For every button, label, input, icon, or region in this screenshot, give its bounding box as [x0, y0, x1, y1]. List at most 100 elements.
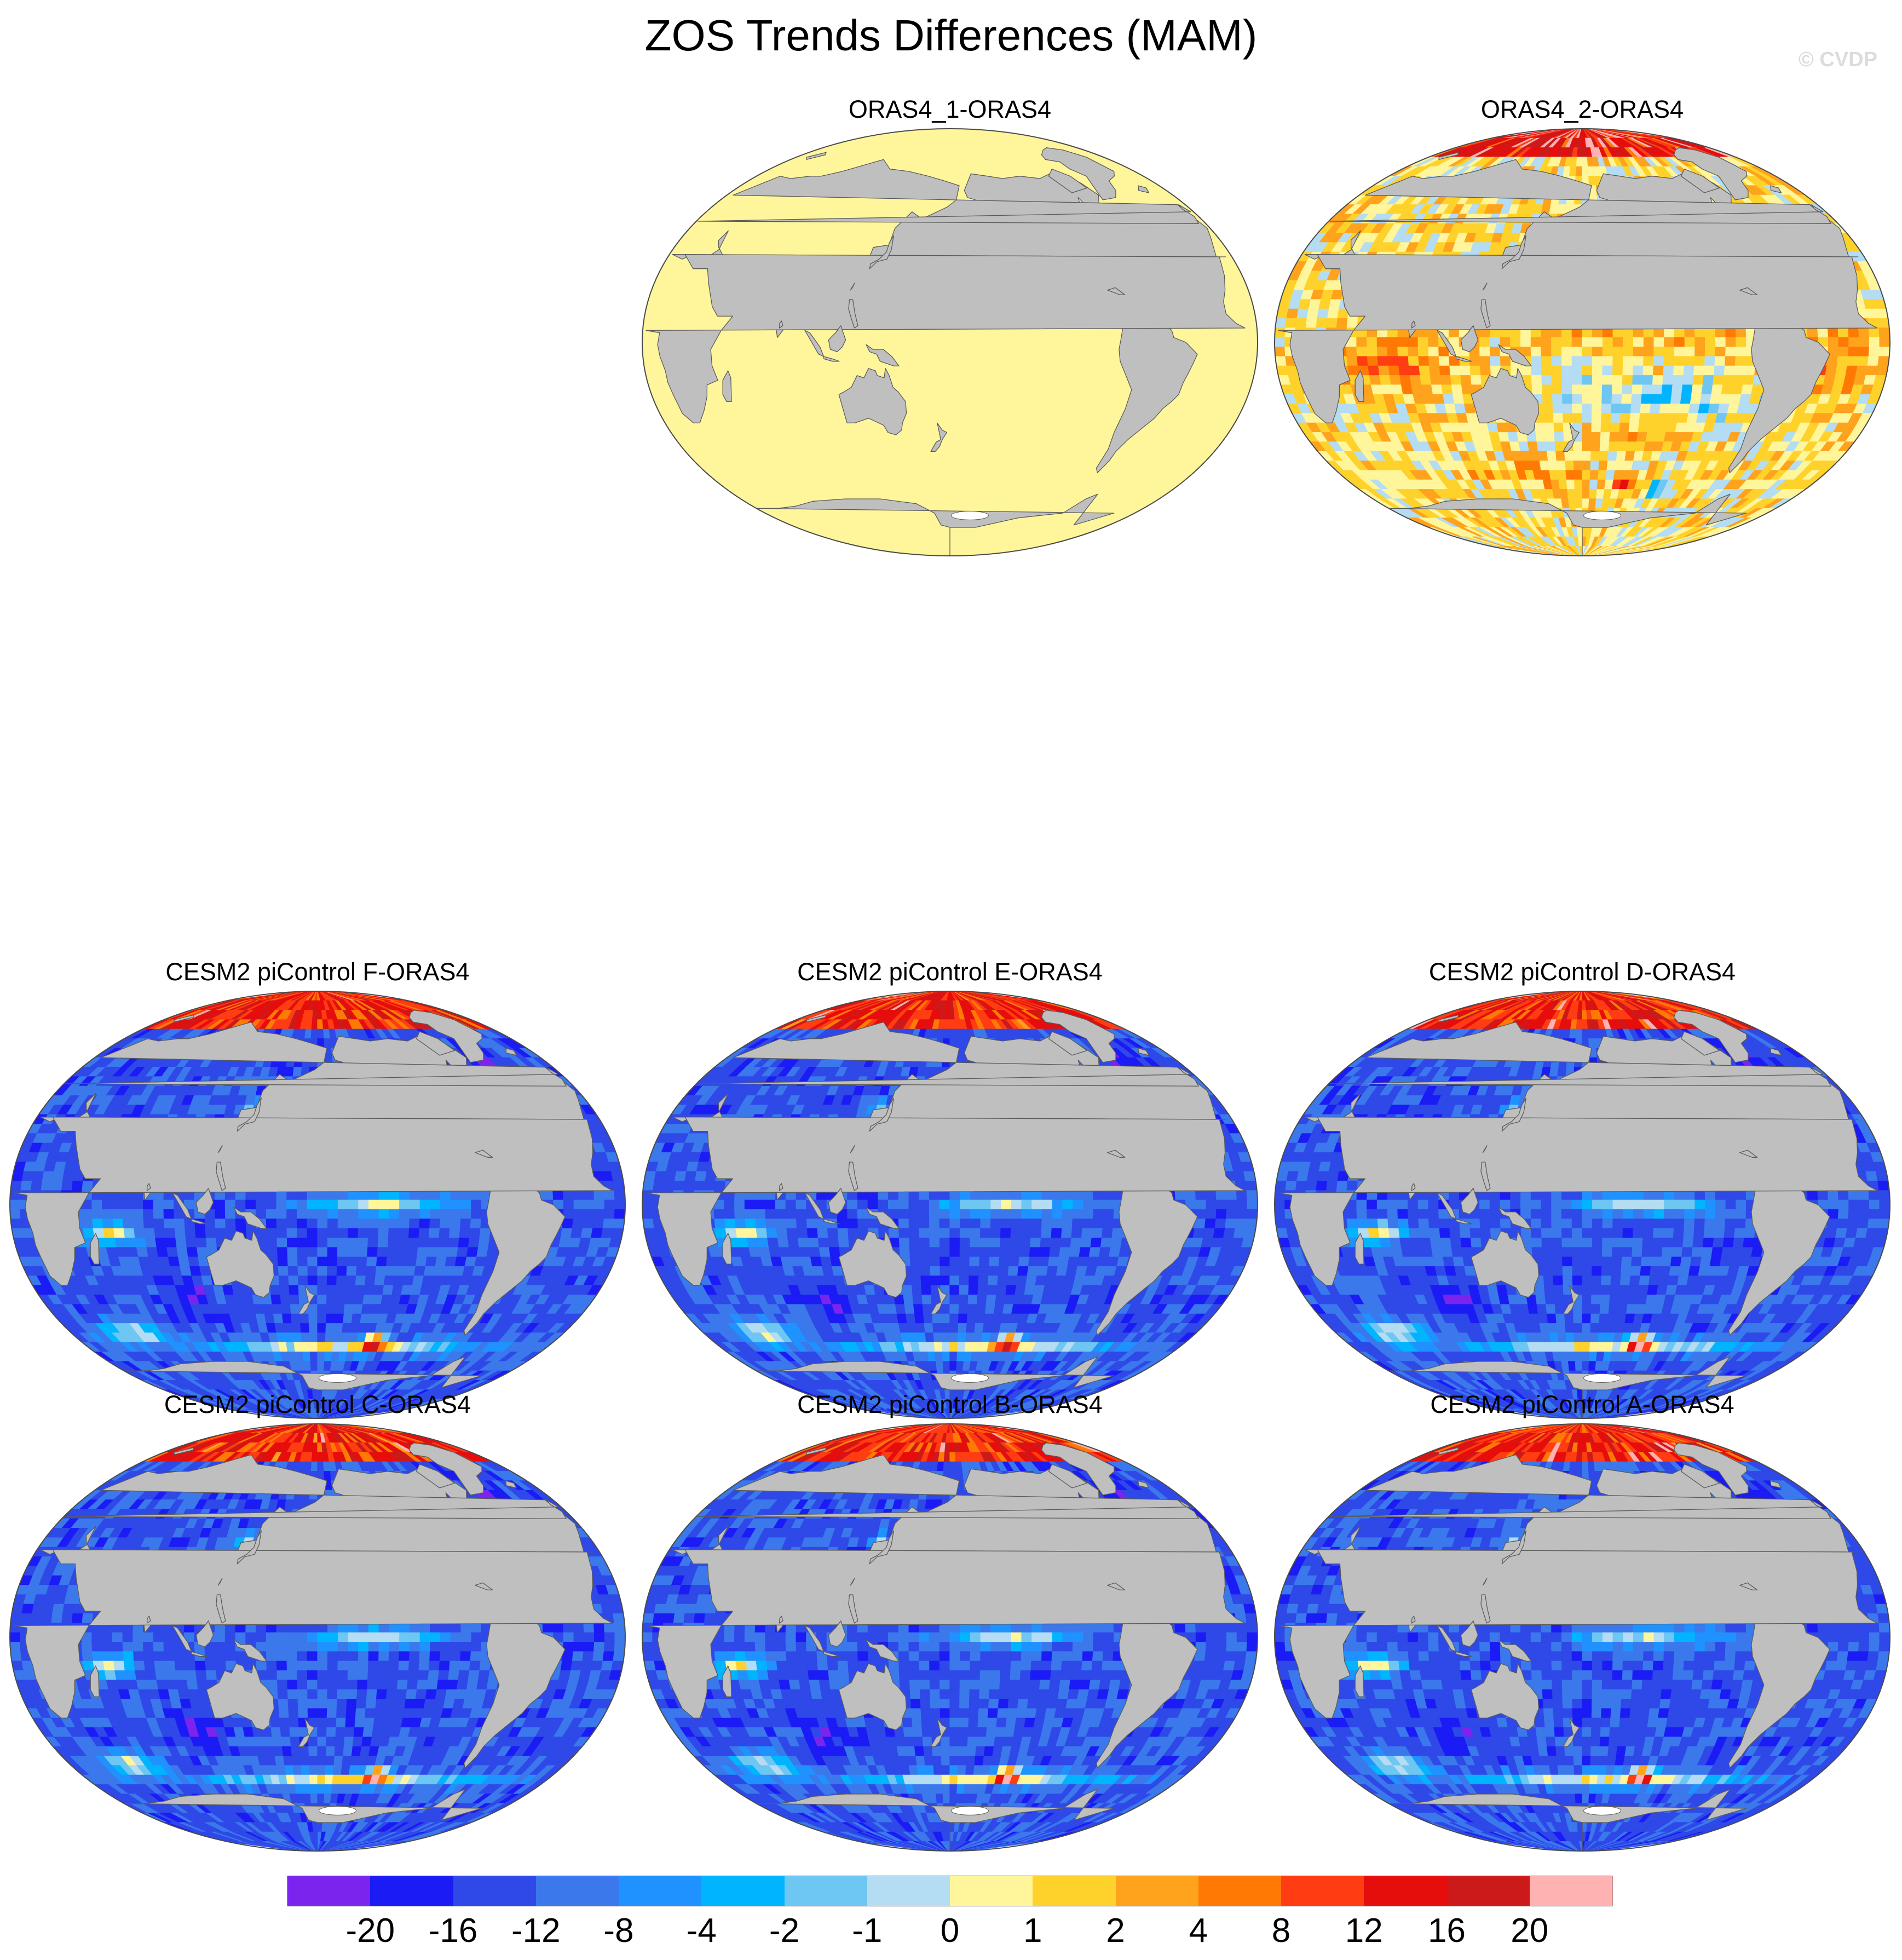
anomaly-cell: [1660, 394, 1673, 405]
anomaly-cell: [1633, 347, 1645, 357]
anomaly-cell: [1640, 404, 1652, 414]
land-south-america: [1728, 315, 1830, 473]
anomaly-cell: [1638, 422, 1650, 433]
anomaly-cell: [1572, 441, 1583, 452]
anomaly-cell: [163, 1199, 175, 1210]
anomaly-cell: [1536, 441, 1548, 452]
anomaly-cell: [1622, 365, 1634, 376]
anomaly-cell: [1582, 432, 1592, 442]
land-south-america: [1096, 315, 1198, 473]
anomaly-cell: [429, 1209, 441, 1220]
anomaly-cell: [283, 1323, 293, 1334]
anomaly-cell: [603, 1209, 615, 1220]
anomaly-cell: [1566, 479, 1576, 490]
anomaly-cell: [1612, 365, 1624, 376]
anomaly-cell: [1639, 413, 1651, 423]
anomaly-cell: [428, 1228, 441, 1239]
anomaly-cell: [1612, 375, 1623, 386]
anomaly-cell: [1553, 413, 1564, 423]
anomaly-cell: [1847, 356, 1859, 366]
anomaly-cell: [345, 1275, 357, 1286]
anomaly-cell: [1701, 384, 1714, 395]
anomaly-cell: [1848, 347, 1860, 357]
anomaly-cell: [429, 1218, 441, 1229]
anomaly-cell: [262, 1304, 274, 1314]
anomaly-cell: [134, 1228, 146, 1239]
land-taiwan: [1482, 283, 1488, 291]
anomaly-cell: [354, 1285, 366, 1296]
anomaly-cell: [378, 1228, 389, 1239]
anomaly-cell: [1643, 356, 1655, 366]
anomaly-cell: [1590, 441, 1601, 452]
anomaly-cell: [1623, 327, 1634, 338]
anomaly-cell: [245, 1199, 257, 1210]
anomaly-cell: [335, 1295, 346, 1305]
anomaly-cell: [405, 1256, 418, 1267]
anomaly-cell: [337, 1218, 349, 1229]
anomaly-cell: [215, 1209, 226, 1220]
anomaly-cell: [1275, 318, 1287, 329]
copyright-watermark: © CVDP: [1798, 48, 1877, 71]
anomaly-cell: [276, 1238, 288, 1248]
anomaly-cell: [317, 1266, 328, 1277]
anomaly-cell: [1367, 347, 1378, 357]
anomaly-cell: [1346, 347, 1358, 357]
anomaly-cell: [437, 1238, 450, 1248]
anomaly-cell: [61, 1181, 73, 1191]
anomaly-cell: [1561, 375, 1573, 386]
anomaly-cell: [1578, 546, 1583, 556]
anomaly-cell: [1408, 365, 1421, 376]
anomaly-cell: [188, 1256, 200, 1267]
anomaly-cell: [378, 1209, 390, 1220]
anomaly-cell: [604, 1199, 615, 1210]
anomaly-cell: [1592, 375, 1603, 386]
anomaly-cell: [1543, 422, 1555, 433]
anomaly-cell: [20, 1181, 33, 1191]
anomaly-cell: [1555, 451, 1566, 462]
anomaly-cell: [1563, 546, 1581, 556]
anomaly-cell: [1715, 347, 1726, 357]
anomaly-cell: [332, 1332, 343, 1343]
anomaly-cell: [375, 1266, 387, 1277]
anomaly-cell: [1572, 413, 1583, 423]
anomaly-cell: [1671, 384, 1684, 395]
anomaly-cell: [1705, 337, 1716, 348]
anomaly-cell: [1565, 461, 1575, 471]
anomaly-cell: [1601, 394, 1613, 405]
anomaly-cell: [1574, 489, 1583, 499]
anomaly-cell: [447, 1238, 460, 1248]
anomaly-cell: [1599, 441, 1610, 452]
anomaly-cell: [1725, 327, 1737, 338]
anomaly-cell: [281, 1304, 292, 1314]
anomaly-cell: [317, 1275, 328, 1286]
anomaly-cell: [215, 1228, 227, 1239]
anomaly-cell: [10, 1190, 21, 1200]
anomaly-cell: [1326, 318, 1338, 329]
anomaly-cell: [143, 1218, 155, 1229]
anomaly-cell: [1296, 308, 1310, 319]
anomaly-cell: [41, 1181, 53, 1191]
anomaly-cell: [1602, 375, 1613, 386]
anomaly-cell: [337, 1228, 349, 1239]
anomaly-cell: [1441, 384, 1454, 395]
anomaly-cell: [1346, 356, 1359, 366]
anomaly-cell: [358, 1190, 370, 1200]
anomaly-cell: [1582, 461, 1592, 471]
anomaly-cell: [1582, 375, 1593, 386]
anomaly-cell: [1582, 404, 1593, 414]
anomaly-cell: [573, 1199, 585, 1210]
anomaly-cell: [197, 1247, 209, 1257]
anomaly-cell: [1589, 470, 1599, 480]
anomaly-cell: [325, 1323, 335, 1334]
anomaly-cell: [1653, 327, 1665, 338]
anomaly-cell: [297, 1266, 308, 1277]
land-java: [823, 356, 840, 362]
anomaly-cell: [352, 1304, 364, 1314]
anomaly-cell: [1612, 327, 1624, 338]
anomaly-cell: [1650, 394, 1662, 405]
anomaly-cell: [235, 1218, 247, 1229]
land-svalbard: [806, 152, 827, 160]
anomaly-cell: [1564, 451, 1575, 462]
anomaly-cell: [573, 1209, 585, 1220]
anomaly-cell: [1724, 356, 1737, 366]
